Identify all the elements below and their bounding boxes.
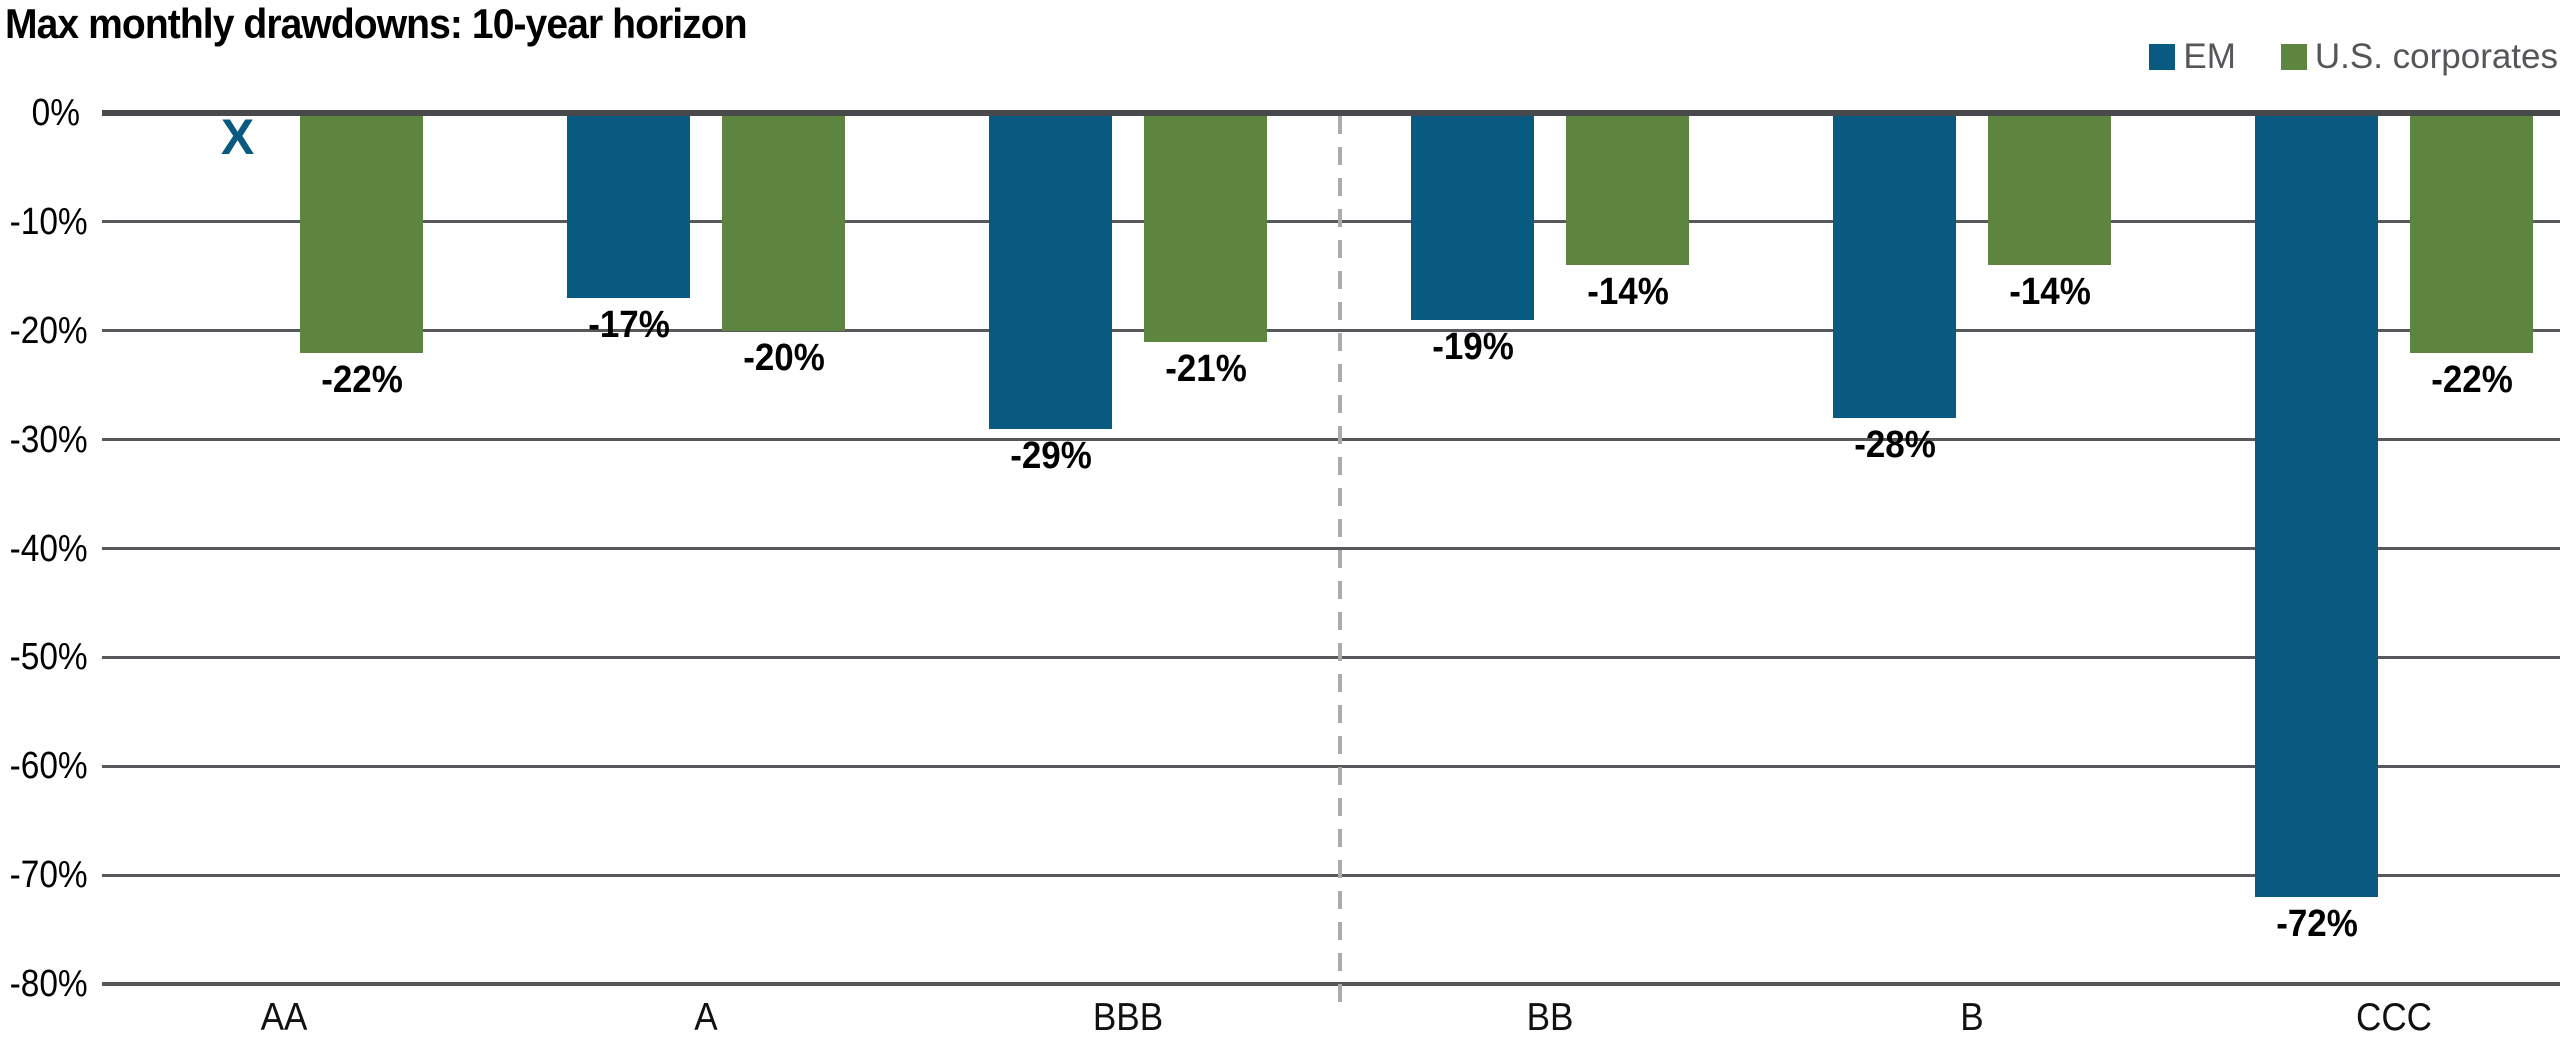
gridline [102, 220, 2560, 224]
legend-item-u-s-corporates: U.S. corporates [2280, 37, 2558, 76]
y-axis-tick-label: -10% [9, 200, 88, 243]
bar-u-s-corporates-aa [300, 116, 423, 353]
bar-value-label: -21% [1164, 347, 1247, 390]
bar-em-b [1833, 116, 1956, 418]
x-axis-category-label: BBB [1092, 996, 1164, 1039]
bar-u-s-corporates-bbb [1144, 116, 1267, 342]
bar-u-s-corporates-bb [1566, 116, 1689, 266]
y-axis-tick-label: -30% [9, 418, 88, 461]
legend-label: U.S. corporates [2314, 37, 2558, 76]
gridline [102, 982, 2560, 986]
gridline [102, 547, 2560, 550]
gridline [102, 873, 2560, 877]
x-axis-category-label: BB [1526, 996, 1574, 1039]
bar-value-label: -20% [742, 336, 825, 379]
zero-axis-line [102, 110, 2560, 116]
bar-value-label: -28% [1853, 423, 1936, 466]
gridline [102, 655, 2560, 659]
chart-title: Max monthly drawdowns: 10-year horizon [5, 0, 748, 47]
bar-value-label: -72% [2275, 902, 2358, 945]
bar-em-bb [1411, 116, 1534, 320]
bar-em-bbb [989, 116, 1112, 429]
bar-em-ccc [2255, 116, 2378, 897]
bar-value-label: -14% [2008, 271, 2091, 314]
gridline [102, 764, 2560, 768]
y-axis-tick-label: -40% [9, 527, 88, 570]
bar-em-a [567, 116, 690, 299]
bar-value-label: -22% [2430, 358, 2513, 401]
bar-value-label: -17% [587, 304, 670, 347]
legend-swatch-icon [2149, 44, 2176, 70]
y-axis-tick-label: -60% [9, 745, 88, 788]
bar-value-label: -29% [1009, 434, 1092, 477]
bar-u-s-corporates-b [1988, 116, 2111, 266]
y-axis-tick-label: -20% [9, 309, 88, 352]
y-axis-tick-label: 0% [31, 92, 81, 134]
bar-u-s-corporates-ccc [2410, 116, 2533, 353]
bar-value-label: -14% [1586, 271, 1669, 314]
legend-item-em: EM [2149, 37, 2236, 76]
bar-value-label: -22% [320, 358, 403, 401]
x-axis-category-label: AA [260, 996, 308, 1039]
legend-label: EM [2183, 37, 2236, 76]
x-axis-category-label: A [694, 996, 718, 1039]
legend-swatch-icon [2280, 44, 2307, 70]
bar-u-s-corporates-a [722, 116, 845, 331]
y-axis-tick-label: -80% [9, 963, 88, 1005]
ig-hy-separator-line [1337, 116, 1342, 1005]
chart-legend: EM U.S. corporates [2149, 37, 2558, 76]
x-axis-category-label: B [1960, 996, 1984, 1039]
no-data-x-marker: X [220, 109, 255, 165]
y-axis-tick-label: -50% [9, 636, 88, 679]
y-axis-tick-label: -70% [9, 854, 88, 897]
x-axis-category-label: CCC [2355, 996, 2433, 1039]
gridline [102, 329, 2560, 333]
gridline [102, 438, 2560, 442]
bar-value-label: -19% [1431, 325, 1514, 368]
